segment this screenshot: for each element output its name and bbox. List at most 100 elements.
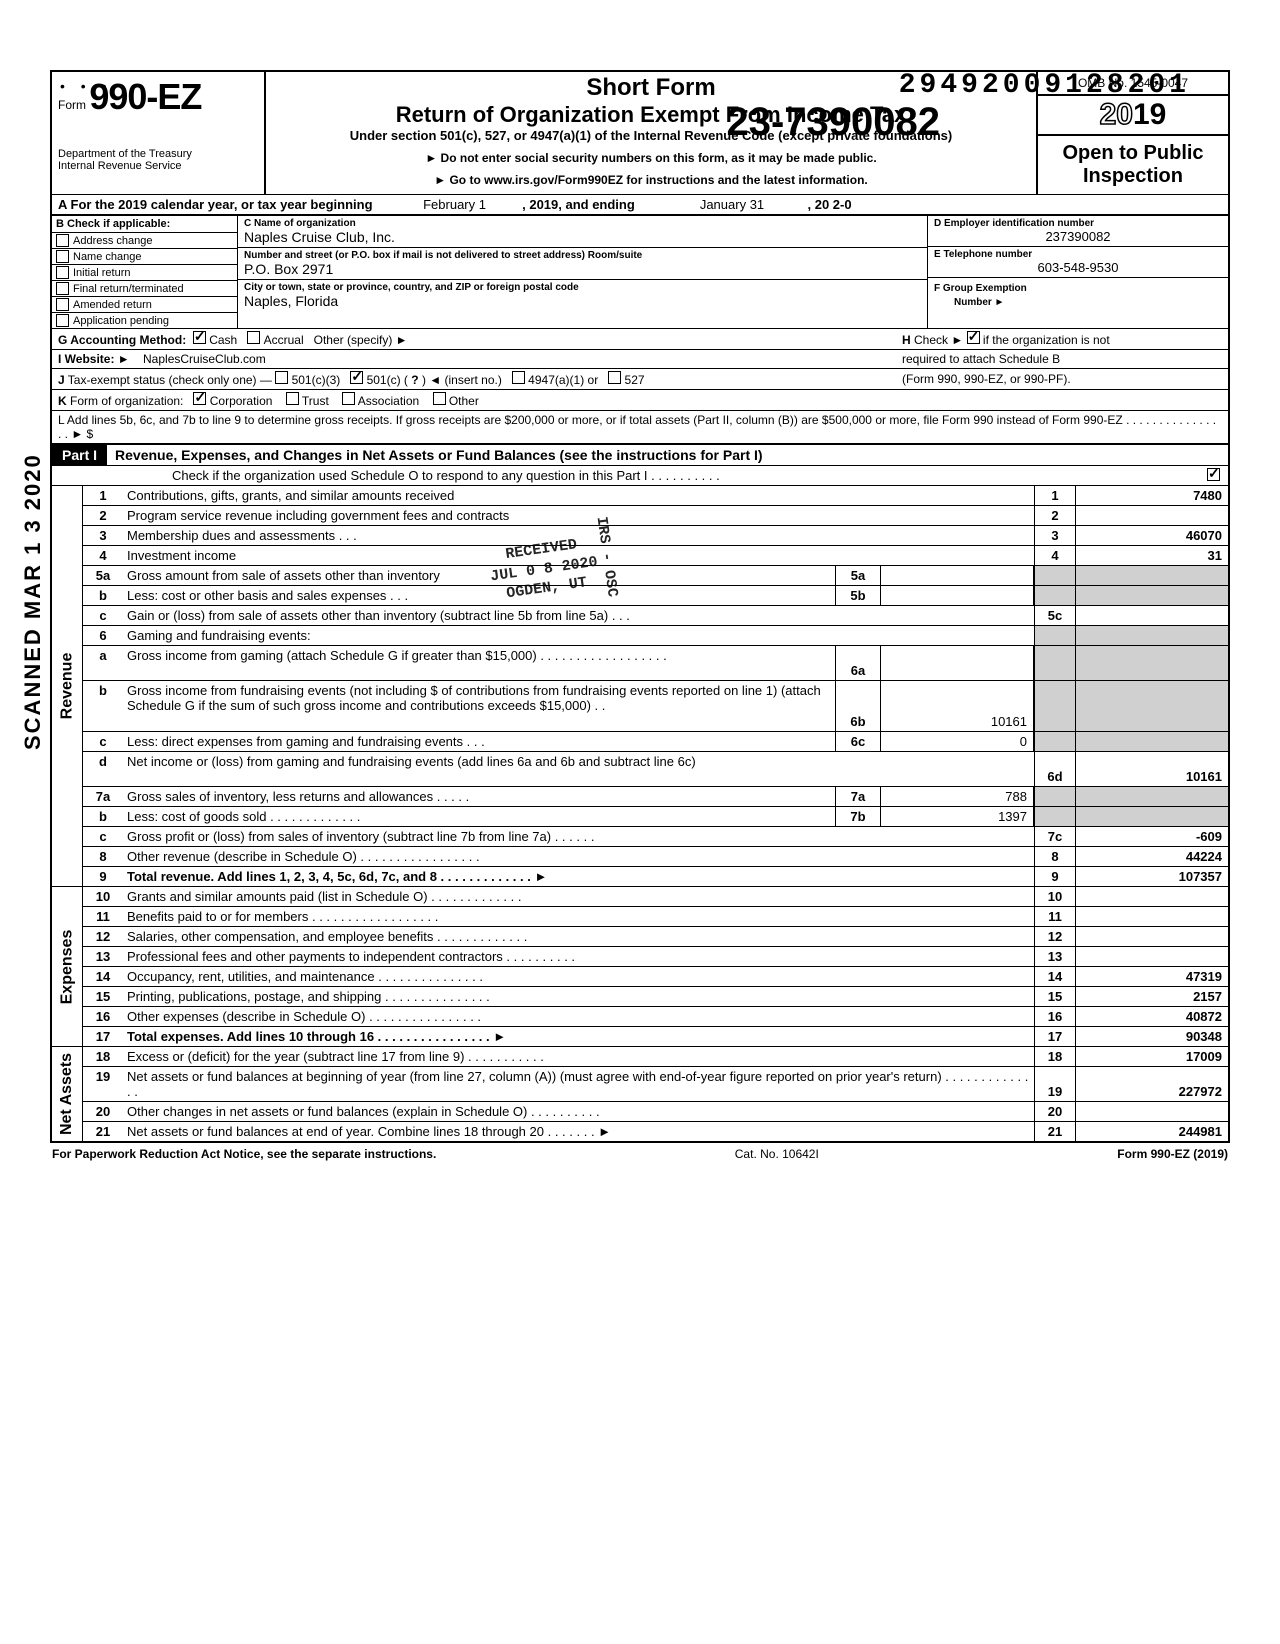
rbox: 11 — [1034, 907, 1075, 926]
lnum: 3 — [83, 526, 123, 545]
rval: 90348 — [1075, 1027, 1228, 1046]
rval: 40872 — [1075, 1007, 1228, 1026]
c-addr-row: Number and street (or P.O. box if mail i… — [238, 248, 927, 280]
rbox: 5c — [1034, 606, 1075, 625]
rval: 107357 — [1075, 867, 1228, 886]
g-label: G Accounting Method: — [58, 333, 186, 347]
side-expenses: Expenses — [52, 887, 83, 1046]
b-item-5: Application pending — [52, 312, 237, 328]
open-l2: Inspection — [1038, 165, 1228, 188]
dept-line1: Department of the Treasury — [58, 148, 258, 160]
checkbox-other[interactable] — [433, 392, 446, 405]
checkbox-527[interactable] — [608, 371, 621, 384]
f-label2: Number ► — [934, 297, 1004, 308]
ltext: Other revenue (describe in Schedule O) .… — [123, 847, 1034, 866]
lnum: c — [83, 606, 123, 625]
ltext: Net income or (loss) from gaming and fun… — [123, 752, 1034, 786]
h-block: H Check ► if the organization is not — [902, 331, 1222, 347]
tax-year: 20201919 — [1038, 96, 1228, 136]
ltext: Salaries, other compensation, and employ… — [123, 927, 1034, 946]
rbox: 1 — [1034, 486, 1075, 505]
rbox-shaded — [1034, 626, 1075, 645]
midbox: 6a — [835, 646, 881, 680]
rbox: 15 — [1034, 987, 1075, 1006]
ltext: Gross income from fundraising events (no… — [123, 681, 835, 731]
lnum: 2 — [83, 506, 123, 525]
ltext: Printing, publications, postage, and shi… — [123, 987, 1034, 1006]
c-name-row: C Name of organization Naples Cruise Clu… — [238, 216, 927, 248]
row-a: A For the 2019 calendar year, or tax yea… — [50, 194, 1230, 216]
col-c: C Name of organization Naples Cruise Clu… — [238, 216, 928, 328]
checkbox-h[interactable] — [967, 331, 980, 344]
g-other: Other (specify) ► — [314, 333, 408, 347]
footer-mid: Cat. No. 10642I — [735, 1147, 819, 1161]
checkbox-icon[interactable] — [56, 234, 69, 247]
checkbox-501c3[interactable] — [275, 371, 288, 384]
c-name-label: C Name of organization — [244, 218, 921, 229]
rval-shaded — [1075, 566, 1228, 585]
dept-block: Department of the Treasury Internal Reve… — [58, 148, 258, 172]
b-item-0: Address change — [52, 232, 237, 248]
checkbox-4947[interactable] — [512, 371, 525, 384]
checkbox-assoc[interactable] — [342, 392, 355, 405]
f-row: F Group Exemption Number ► — [928, 278, 1228, 310]
lnum: 12 — [83, 927, 123, 946]
checkbox-icon[interactable] — [56, 298, 69, 311]
checkbox-accrual[interactable] — [247, 331, 260, 344]
rbox: 12 — [1034, 927, 1075, 946]
rbox: 3 — [1034, 526, 1075, 545]
rbox-shaded — [1034, 787, 1075, 806]
checkbox-trust[interactable] — [286, 392, 299, 405]
ltext: Gross sales of inventory, less returns a… — [123, 787, 835, 806]
h-label3: (Form 990, 990-EZ, or 990-PF). — [902, 372, 1222, 386]
midbox: 5a — [835, 566, 881, 585]
rval — [1075, 1102, 1228, 1121]
rval: 2157 — [1075, 987, 1228, 1006]
rval: 44224 — [1075, 847, 1228, 866]
goto-line: ► Go to www.irs.gov/Form990EZ for instru… — [268, 173, 1034, 187]
lnum: 14 — [83, 967, 123, 986]
part1-tag: Part I — [52, 445, 107, 465]
rowA-pre: A For the 2019 calendar year, or tax yea… — [58, 197, 373, 212]
rbox: 7c — [1034, 827, 1075, 846]
g-accrual: Accrual — [264, 333, 304, 347]
checkbox-icon[interactable] — [56, 282, 69, 295]
lnum: 4 — [83, 546, 123, 565]
ltext: Gross profit or (loss) from sales of inv… — [123, 827, 1034, 846]
lnum: 18 — [83, 1047, 123, 1066]
c-addr-val: P.O. Box 2971 — [244, 261, 921, 277]
checkbox-corp[interactable] — [193, 392, 206, 405]
rbox: 9 — [1034, 867, 1075, 886]
row-l: L Add lines 5b, 6c, and 7b to line 9 to … — [50, 411, 1230, 445]
ltext: Investment income — [123, 546, 1034, 565]
body-table: Revenue 1Contributions, gifts, grants, a… — [50, 486, 1230, 1143]
b-item-2: Initial return — [52, 264, 237, 280]
lnum: a — [83, 646, 123, 680]
lnum: 10 — [83, 887, 123, 906]
rval — [1075, 947, 1228, 966]
lnum: b — [83, 681, 123, 731]
b-label: Initial return — [73, 267, 130, 279]
open-public: Open to Public Inspection — [1038, 136, 1228, 194]
midval: 1397 — [881, 807, 1034, 826]
i-block: I Website: ► NaplesCruiseClub.com — [58, 352, 266, 366]
checkbox-icon[interactable] — [56, 266, 69, 279]
ltext: Benefits paid to or for members . . . . … — [123, 907, 1034, 926]
col-de: D Employer identification number 2373900… — [928, 216, 1228, 328]
checkbox-cash[interactable] — [193, 331, 206, 344]
lnum: d — [83, 752, 123, 786]
midbox: 6b — [835, 681, 881, 731]
checkbox-icon[interactable] — [56, 314, 69, 327]
lnum: 17 — [83, 1027, 123, 1046]
rbox: 13 — [1034, 947, 1075, 966]
lnum: 6 — [83, 626, 123, 645]
ltext: Contributions, gifts, grants, and simila… — [123, 486, 1034, 505]
rbox: 4 — [1034, 546, 1075, 565]
row-k: K Form of organization: Corporation Trus… — [50, 390, 1230, 411]
ltext: Other changes in net assets or fund bala… — [123, 1102, 1034, 1121]
checkbox-schedule-o[interactable] — [1207, 468, 1220, 481]
checkbox-icon[interactable] — [56, 250, 69, 263]
checkbox-501c[interactable] — [350, 371, 363, 384]
lnum: c — [83, 732, 123, 751]
form-prefix: Form — [58, 98, 86, 112]
